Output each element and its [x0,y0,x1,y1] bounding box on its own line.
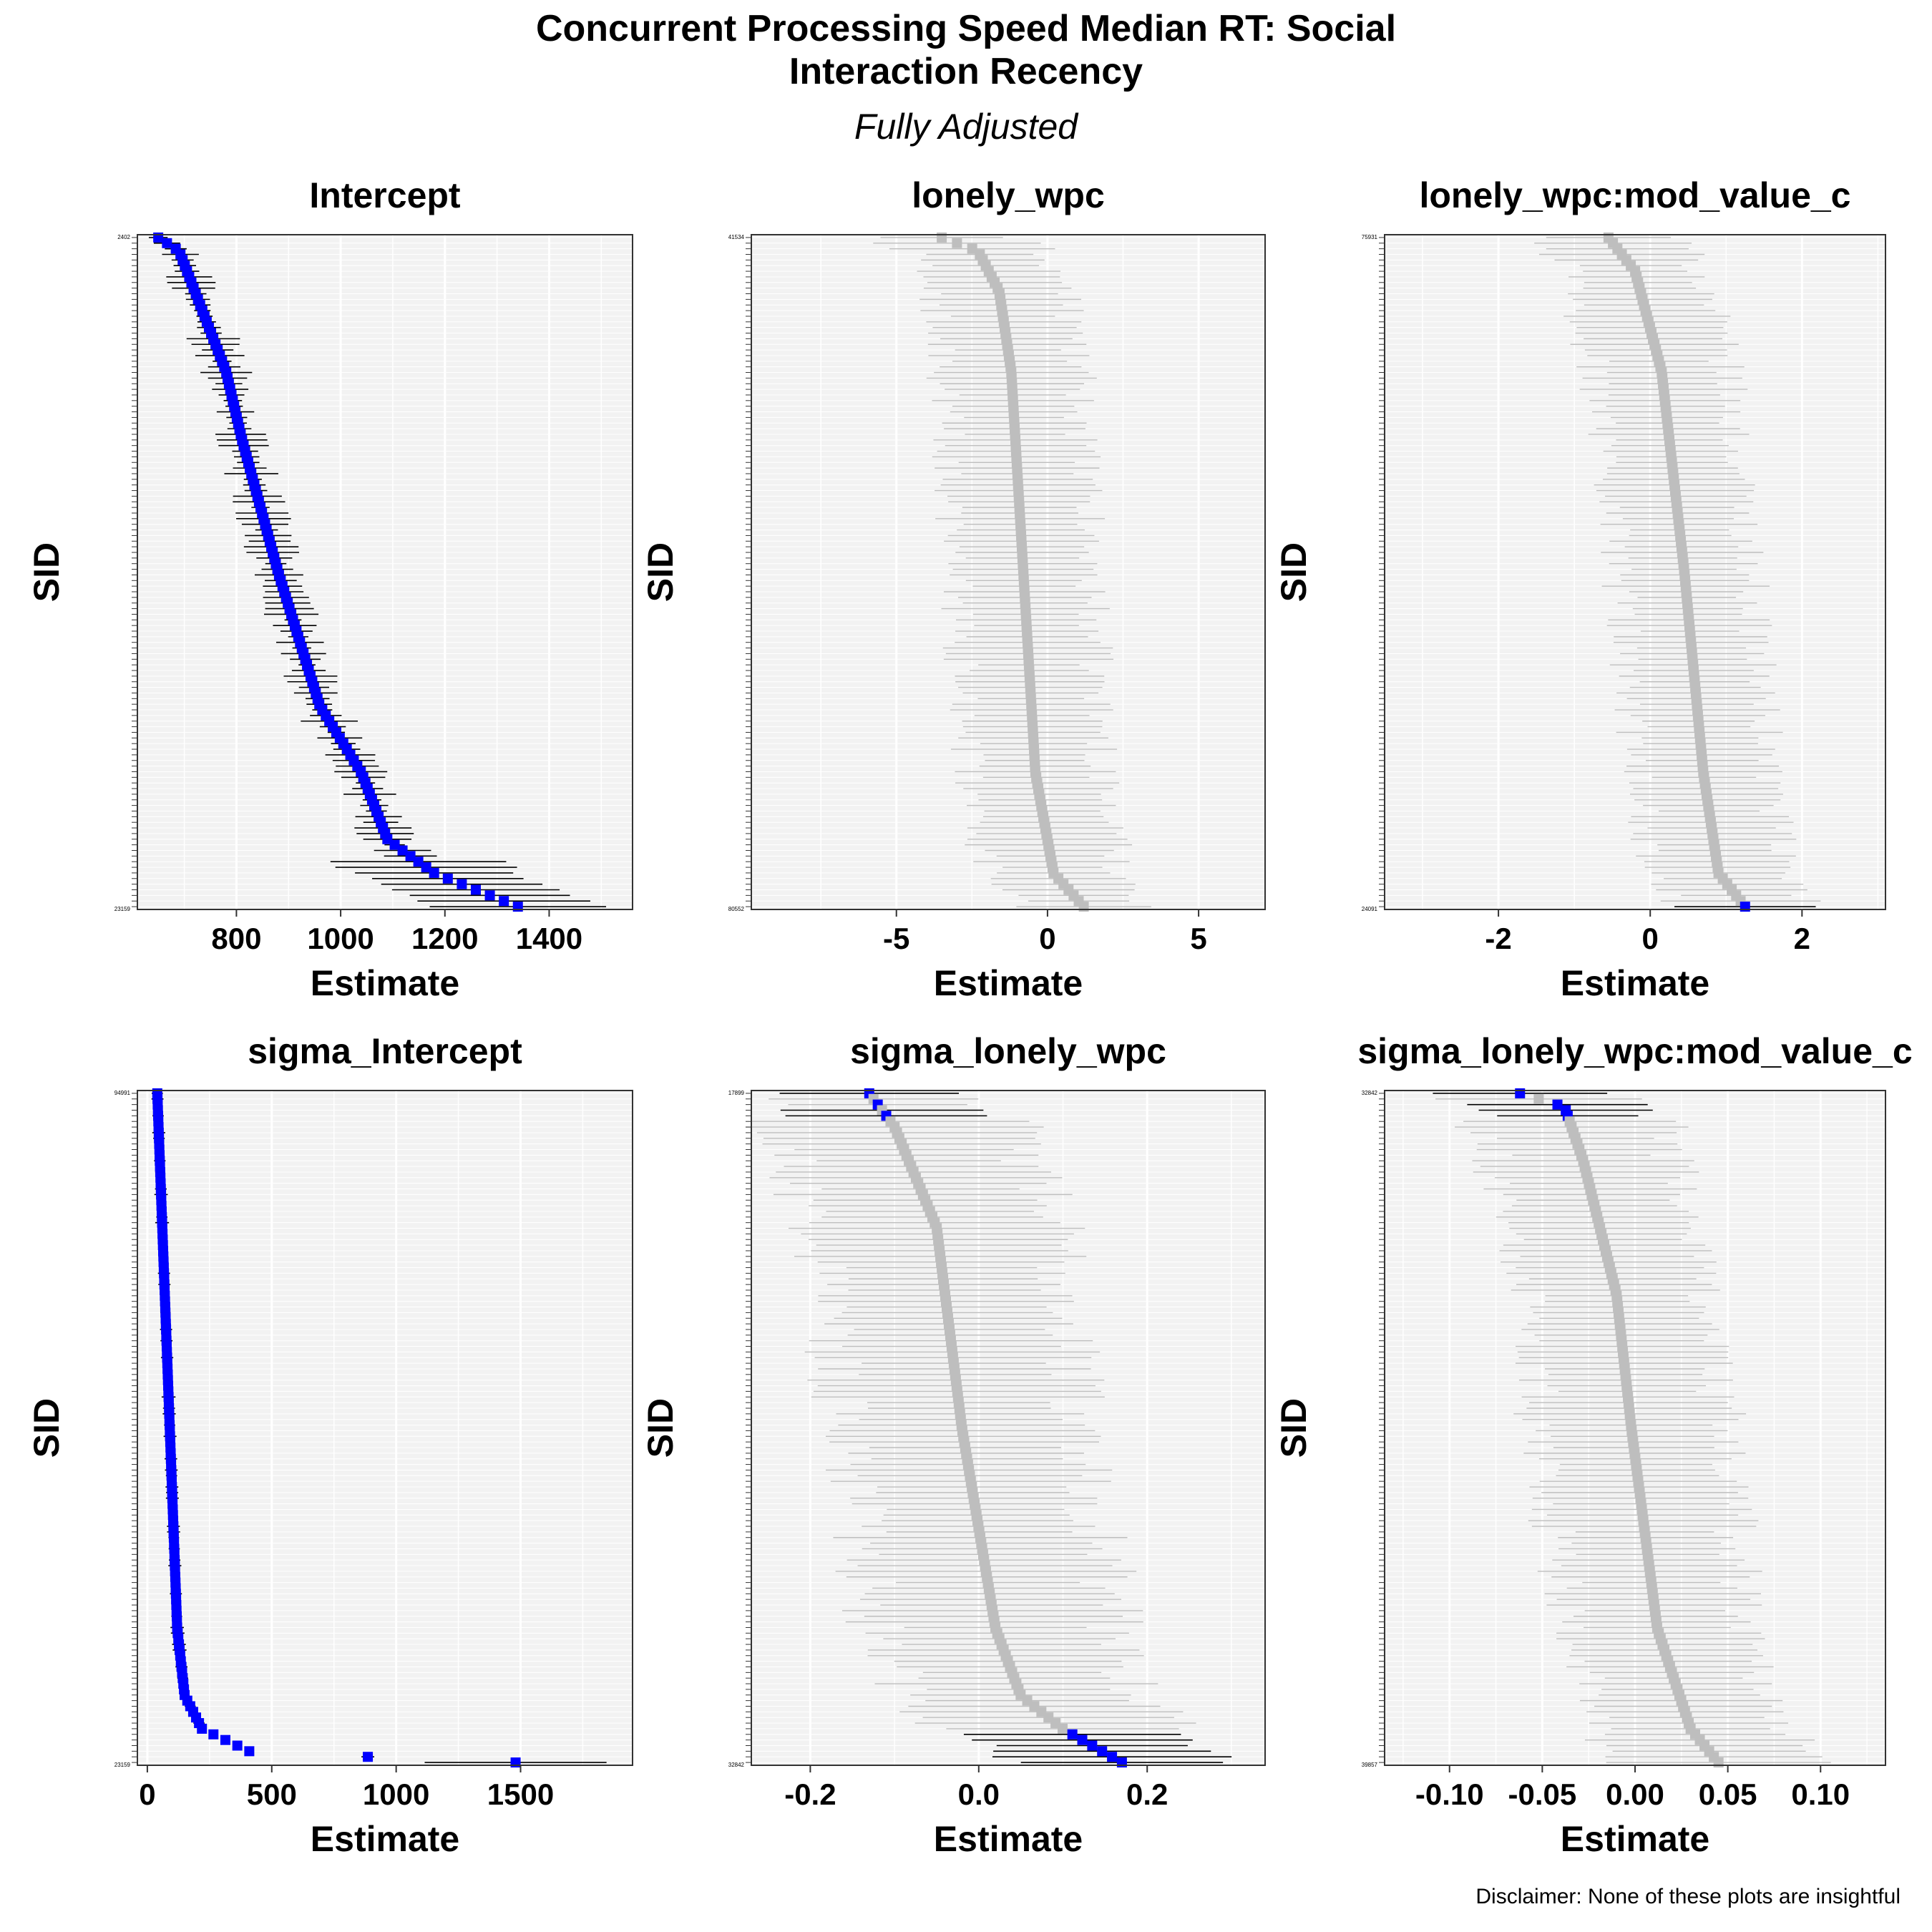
x-tick-label: 1200 [411,922,478,955]
chart-title-line1: Concurrent Processing Speed Median RT: S… [535,8,1397,49]
estimate-point [1533,1093,1544,1104]
row-label: 24091 [1362,906,1378,912]
x-tick-label: 5 [1190,922,1206,955]
estimate-point [220,1735,230,1745]
x-tick-label: -0.05 [1508,1777,1577,1811]
panel-title: sigma_lonely_wpc:mod_value_c [1357,1031,1912,1071]
estimate-point [363,1752,374,1762]
x-tick-label: 1000 [363,1777,429,1811]
row-label: 2402 [117,234,130,240]
estimate-point [1067,1729,1078,1740]
row-label: 80552 [728,906,745,912]
x-tick-label: 0.0 [958,1777,1000,1811]
x-tick-label: 0 [1642,922,1659,955]
chart-subtitle: Fully Adjusted [854,107,1078,147]
estimate-point [967,243,977,254]
panel-background [1385,235,1885,909]
estimate-point [484,890,495,901]
estimate-point [442,873,453,884]
y-axis-label: SID [26,542,67,602]
estimate-point [421,862,431,873]
row-label: 94991 [114,1090,131,1096]
panel-title: lonely_wpc:mod_value_c [1419,175,1850,215]
panel-title: lonely_wpc [912,175,1105,215]
x-axis-label: Estimate [1561,963,1709,1003]
estimate-point [429,867,439,878]
row-label: 39857 [1362,1762,1378,1768]
estimate-point [1077,1735,1088,1745]
x-tick-label: -0.10 [1415,1777,1484,1811]
x-tick-label: 0 [1039,922,1055,955]
panel-border [1384,234,1886,910]
disclaimer-note: Disclaimer: None of these plots are insi… [1475,1885,1901,1908]
y-axis-label: SID [640,542,680,602]
panel-border [751,234,1266,910]
estimate-point [244,1746,255,1757]
panel-title: sigma_Intercept [248,1031,522,1071]
estimate-point [499,896,509,907]
y-axis-label: SID [26,1398,67,1458]
y-axis-label: SID [640,1398,680,1458]
estimate-point [162,238,172,248]
x-tick-label: 0.00 [1606,1777,1664,1811]
chart-title-line2: Interaction Recency [789,51,1143,92]
estimate-point [389,839,400,850]
estimate-point [457,879,467,889]
estimate-point [397,845,408,856]
panel-5: 17899 32842 -0.2 0.0 0.2 sigma_lonely_wpc Esti… [640,1031,1266,1859]
x-tick-label: 0 [139,1777,155,1811]
panel-border [137,1090,633,1766]
estimate-point [1058,1723,1068,1734]
row-label: 41534 [728,234,745,240]
x-axis-label: Estimate [311,963,459,1003]
x-axis-label: Estimate [934,1819,1083,1859]
panel-4: 94991 23159 0 500 1000 1500 sigma_Intercept Est… [26,1031,633,1859]
estimate-point [208,1729,219,1740]
x-tick-label: -5 [883,922,909,955]
x-tick-label: 2 [1794,922,1810,955]
estimate-point [413,857,424,867]
y-axis-label: SID [1274,1398,1314,1458]
estimate-point [1552,1099,1563,1110]
chart-title: Concurrent Processing Speed Median RT: S… [0,7,1932,93]
x-tick-label: -2 [1485,922,1511,955]
panel-background [137,1091,633,1765]
estimate-point [232,1740,243,1751]
estimate-point [197,1723,208,1734]
x-tick-label: 0.10 [1791,1777,1850,1811]
panel-border [751,1090,1266,1766]
estimate-point [405,851,416,862]
row-label: 23159 [114,1762,131,1768]
panel-title: sigma_lonely_wpc [850,1031,1166,1071]
x-axis-label: Estimate [1561,1819,1709,1859]
x-tick-label: 500 [247,1777,297,1811]
estimate-point [1107,1752,1118,1762]
panel-title: Intercept [309,175,461,215]
x-tick-label: -0.2 [784,1777,836,1811]
x-tick-label: 1000 [307,922,374,955]
x-tick-label: 800 [211,922,261,955]
x-tick-label: 0.05 [1699,1777,1757,1811]
x-tick-label: 1500 [487,1777,554,1811]
x-axis-label: Estimate [311,1819,459,1859]
estimate-point [952,238,962,248]
row-label: 75931 [1362,234,1378,240]
panel-6: 32842 39857 -0.10 -0.05 0.00 0.05 0.10 sigma_lo… [1274,1031,1913,1859]
panel-border [137,234,633,910]
panel-3: 75931 24091 -2 0 2 lonely_wpc:mod_value_c Esti… [1274,175,1886,1003]
x-tick-label: 1400 [516,922,582,955]
x-tick-label: 0.2 [1126,1777,1168,1811]
row-label: 23159 [114,906,131,912]
estimate-point [1087,1740,1098,1751]
x-axis-label: Estimate [934,963,1083,1003]
row-label: 32842 [1362,1090,1378,1096]
estimate-point [1097,1746,1108,1757]
row-label: 17899 [728,1090,745,1096]
panel-2: 41534 80552 -5 0 5 lonely_wpc Estimate SID [640,175,1266,1003]
panel-1: 2402 23159 800 1000 1200 1400 Intercept Estimat… [26,175,633,1003]
y-axis-label: SID [1274,542,1314,602]
row-label: 32842 [728,1762,745,1768]
estimate-point [470,884,481,895]
